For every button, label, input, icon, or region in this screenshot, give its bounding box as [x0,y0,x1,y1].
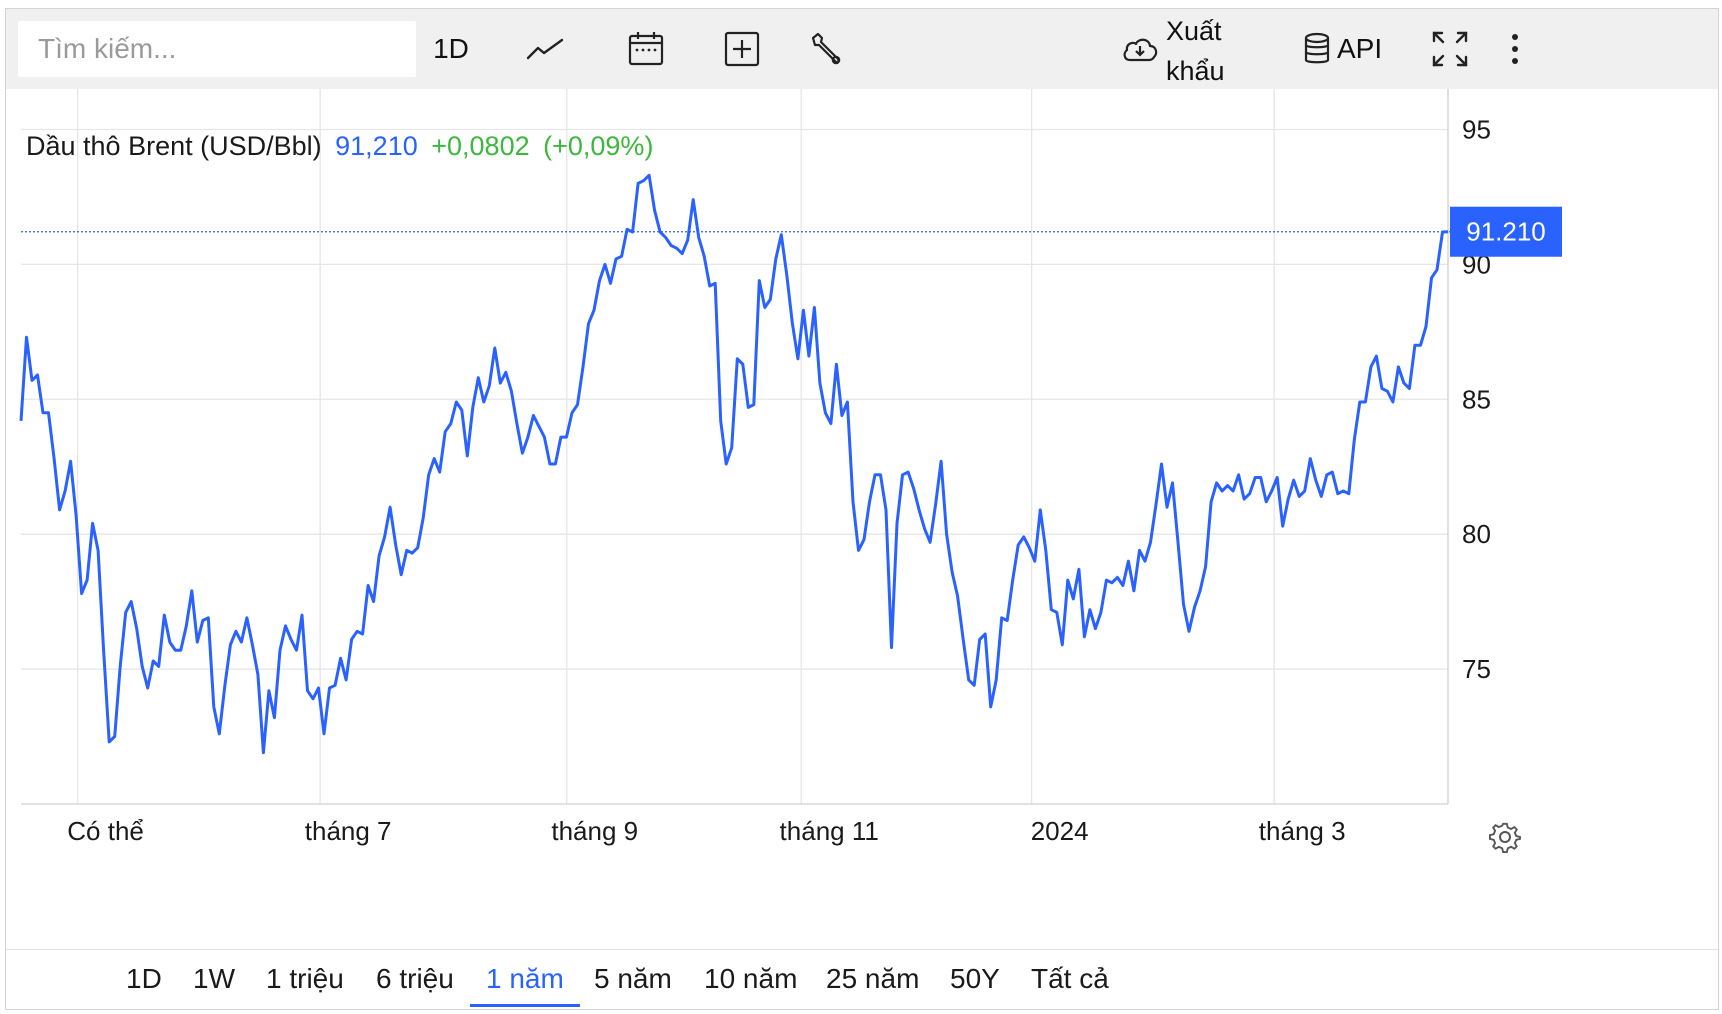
range-option[interactable]: 1 triệu [266,963,344,994]
search-input[interactable] [18,21,408,77]
settings-gear-icon[interactable] [1489,821,1521,853]
chart-widget: 1D [5,8,1719,1010]
legend-symbol-name: Dầu thô Brent (USD/Bbl) [26,131,322,161]
range-selector: 1D 1W 1 triệu 6 triệu 1 năm 5 năm 10 năm 25 năm… [6,949,1718,1010]
expand-icon [1432,31,1468,67]
search-box[interactable] [18,21,416,77]
last-price-badge [1450,206,1562,257]
fullscreen-button[interactable] [1428,9,1472,89]
export-button[interactable] [1120,9,1160,89]
wrench-icon [811,32,841,65]
chart-legend: Dầu thô Brent (USD/Bbl) 91,210 +0,0802 (… [26,131,653,162]
x-tick-label: 2024 [1031,816,1089,846]
interval-button[interactable]: 1D [416,9,486,89]
legend-last-value: 91,210 [335,131,418,161]
toolbar: 1D [6,9,1718,89]
api-label: API [1337,33,1383,64]
line-chart-icon [526,38,564,60]
calendar-button[interactable] [626,9,666,89]
add-indicator-button[interactable] [722,9,762,89]
range-option[interactable]: 1W [193,963,235,994]
legend-change: +0,0802 [431,131,530,161]
y-tick-label: 85 [1462,384,1491,414]
series-line[interactable] [19,173,1449,755]
more-menu-button[interactable] [1500,9,1530,89]
last-price-badge-text: 91.210 [1466,217,1546,247]
more-vertical-icon [1512,34,1518,64]
active-range-underline [470,1004,580,1007]
range-option[interactable]: 10 năm [704,963,798,994]
y-tick-label: 75 [1462,654,1491,684]
database-icon [1304,32,1330,64]
range-option[interactable]: 25 năm [826,963,920,994]
range-option[interactable]: 1 năm [486,963,564,994]
settings-tools-button[interactable] [806,9,846,89]
plot-area[interactable]: 75 80 85 90 95 Có thể tháng 7 tháng 9 tháng 11 20… [6,89,1718,949]
plus-square-icon [724,31,760,67]
y-tick-label: 80 [1462,519,1491,549]
export-label[interactable]: Xuất khẩu [1166,16,1225,86]
x-tick-label: Có thể [67,816,144,846]
range-option[interactable]: 50Y [950,963,1000,994]
x-tick-label: tháng 11 [780,816,879,846]
legend-change-percent: (+0,09%) [543,131,654,161]
interval-label: 1D [433,33,469,64]
calendar-icon [628,32,664,66]
cloud-download-icon [1123,38,1158,62]
range-option[interactable]: 1D [126,963,162,994]
y-tick-label: 95 [1462,114,1491,144]
line-chart-type-button[interactable] [521,9,569,89]
range-option[interactable]: 6 triệu [376,963,454,994]
x-tick-label: tháng 3 [1259,816,1346,846]
x-tick-label: tháng 7 [305,816,392,846]
api-button[interactable]: API [1303,9,1393,89]
x-tick-label: tháng 9 [551,816,638,846]
range-option[interactable]: Tất cả [1031,963,1109,994]
range-option[interactable]: 5 năm [594,963,672,994]
